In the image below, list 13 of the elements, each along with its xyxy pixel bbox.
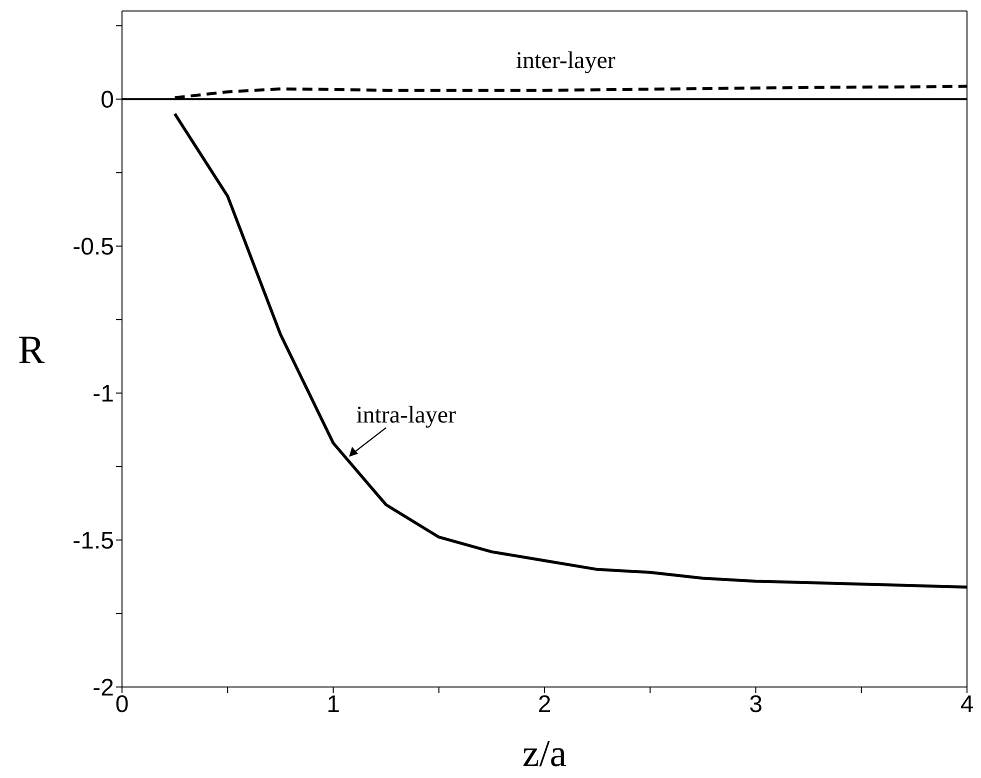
x-tick-label: 1: [326, 691, 340, 718]
annotation: intra-layer: [356, 402, 456, 429]
x-tick-label: 4: [960, 691, 974, 718]
x-axis-title: z/a: [522, 733, 567, 775]
y-axis-title: R: [18, 327, 45, 372]
y-tick-label: -1: [92, 380, 114, 408]
annotation: inter-layer: [516, 48, 616, 74]
y-tick-label: -2: [92, 674, 114, 702]
x-tick-label: 3: [749, 691, 762, 718]
y-tick-label: -0.5: [72, 234, 114, 261]
x-tick-label: 2: [538, 691, 552, 718]
y-tick-label: -1.5: [72, 528, 114, 555]
y-tick-label: 0: [100, 86, 114, 114]
